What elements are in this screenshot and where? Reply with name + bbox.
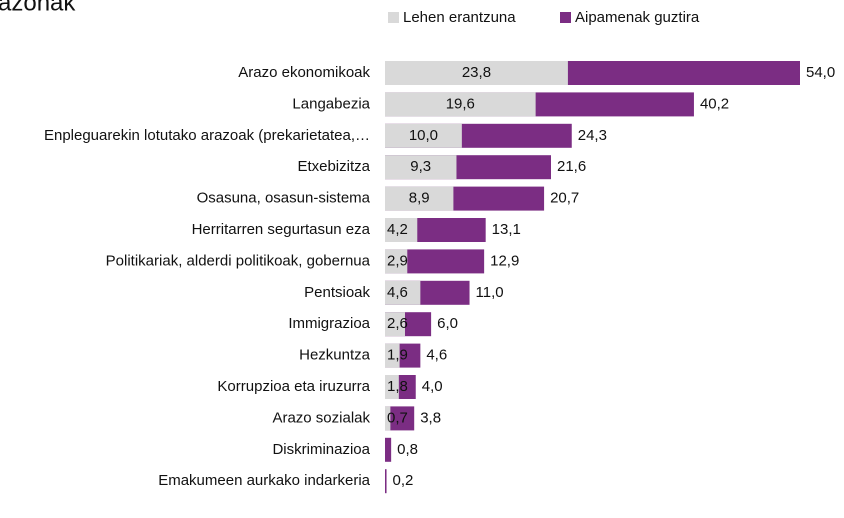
value-label: 11,0 [476, 284, 504, 301]
value-label: 19,6 [446, 95, 475, 112]
value-label: 10,0 [409, 127, 438, 144]
value-label: 2,6 [387, 315, 408, 332]
value-label: 0,7 [387, 409, 408, 426]
value-label: 4,0 [422, 378, 443, 395]
category-label: Arazo sozialak [272, 409, 370, 426]
value-label: 3,8 [420, 409, 441, 426]
bar [385, 343, 400, 368]
value-label: 9,3 [410, 158, 431, 175]
value-label: 13,1 [492, 221, 521, 238]
value-label: 21,6 [557, 158, 586, 175]
bar [385, 406, 391, 431]
category-label: Emakumeen aurkako indarkeria [158, 472, 370, 489]
value-label: 1,8 [387, 378, 408, 395]
value-label: 4,6 [387, 284, 408, 301]
value-label: 0,8 [397, 441, 418, 458]
category-label: Osasuna, osasun-sistema [197, 190, 371, 207]
category-label: Herritarren segurtasun eza [192, 221, 371, 238]
value-label: 24,3 [578, 127, 607, 144]
bar [385, 312, 405, 337]
bar [385, 218, 418, 242]
bar [385, 375, 399, 399]
value-label: 6,0 [437, 315, 458, 332]
value-label: 4,6 [426, 347, 447, 364]
bar [385, 155, 457, 180]
bar [385, 186, 454, 211]
category-label: Arazo ekonomikoak [238, 64, 370, 81]
category-label: Politikariak, alderdi politikoak, gobern… [106, 252, 371, 269]
bar [385, 92, 536, 117]
category-label: Enpleguarekin lotutako arazoak (prekarie… [44, 127, 370, 144]
category-label: Diskriminazioa [272, 441, 370, 458]
category-label: Hezkuntza [299, 347, 371, 364]
category-label: Langabezia [292, 95, 370, 112]
value-label: 54,0 [806, 64, 835, 81]
legend-label: Lehen erantzuna [403, 9, 516, 26]
category-label: Pentsioak [304, 284, 370, 301]
bar [385, 123, 462, 148]
value-label: 23,8 [462, 64, 491, 81]
legend-swatch [388, 12, 399, 23]
category-label: Etxebizitza [297, 158, 370, 175]
legend-label: Aipamenak guztira [575, 9, 700, 26]
chart-title: azonak [0, 0, 76, 16]
bar [385, 280, 421, 305]
value-label: 40,2 [700, 95, 729, 112]
value-label: 1,9 [387, 347, 408, 364]
bar [385, 61, 568, 85]
value-label: 2,9 [387, 252, 408, 269]
bar [385, 249, 408, 274]
bar [385, 469, 387, 494]
category-label: Immigrazioa [288, 315, 370, 332]
value-label: 0,2 [393, 472, 414, 489]
value-label: 4,2 [387, 221, 408, 238]
category-label: Korrupzioa eta iruzurra [217, 378, 370, 395]
legend-swatch [560, 12, 571, 23]
bar [385, 437, 392, 462]
value-label: 8,9 [409, 190, 430, 207]
value-label: 20,7 [550, 190, 579, 207]
value-label: 12,9 [490, 252, 519, 269]
